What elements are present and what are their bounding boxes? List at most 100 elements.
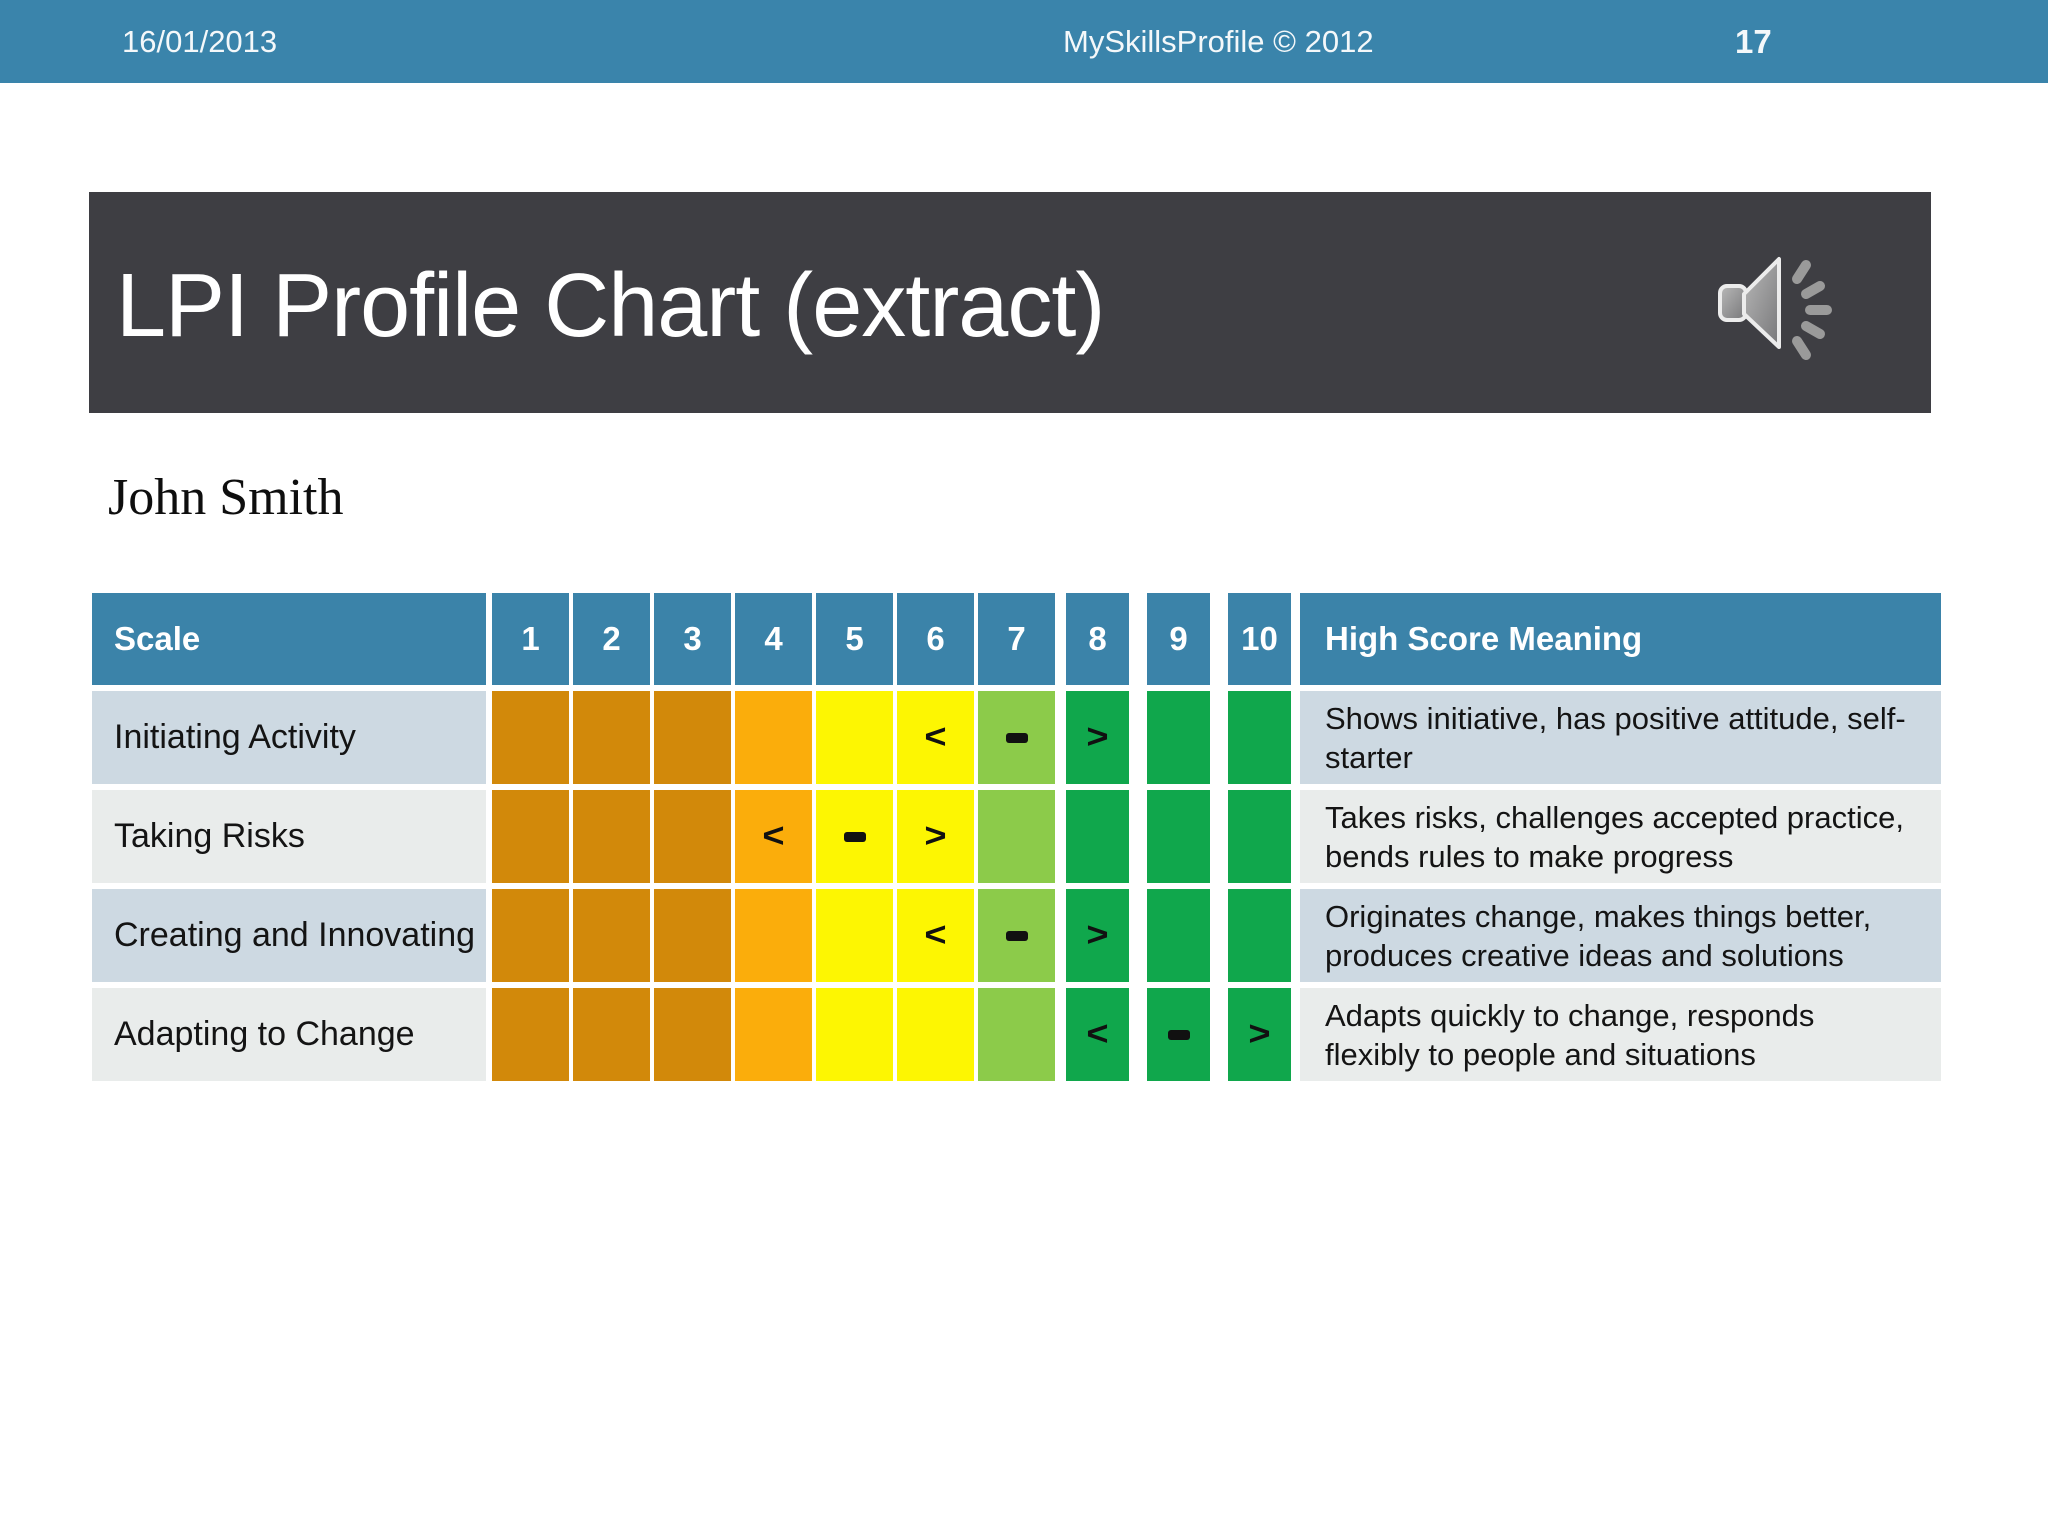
score-cell-4 <box>733 691 814 784</box>
score-cell-1 <box>490 691 571 784</box>
person-name: John Smith <box>108 469 344 526</box>
title-bar: LPI Profile Chart (extract) <box>89 192 1931 413</box>
column-header-8: 8 <box>1057 593 1138 685</box>
score-cell-8 <box>1057 790 1138 883</box>
score-cell-4: < <box>733 790 814 883</box>
score-cell-fill <box>978 988 1055 1081</box>
speaker-icon[interactable] <box>1715 242 1847 364</box>
score-cell-8: > <box>1057 889 1138 982</box>
score-cell-2 <box>571 988 652 1081</box>
marker-less: < <box>924 718 947 756</box>
column-header-3: 3 <box>652 593 733 685</box>
slide-title: LPI Profile Chart (extract) <box>116 256 1105 356</box>
high-score-meaning-text: Takes risks, challenges accepted practic… <box>1325 799 1904 874</box>
row-label: Adapting to Change <box>92 988 486 1081</box>
score-cell-2 <box>571 790 652 883</box>
marker-greater: > <box>1086 916 1109 954</box>
column-header-meaning: High Score Meaning <box>1300 593 1941 685</box>
score-cell-5 <box>814 889 895 982</box>
marker-dash <box>1005 930 1028 941</box>
row-label-text: Initiating Activity <box>114 718 356 756</box>
row-label: Initiating Activity <box>92 691 486 784</box>
score-cell-fill <box>978 889 1055 982</box>
score-cell-fill <box>654 988 731 1081</box>
score-cell-fill <box>735 691 812 784</box>
score-cell-fill <box>816 889 893 982</box>
score-cell-fill <box>1147 691 1210 784</box>
score-cell-fill: < <box>735 790 812 883</box>
score-cell-4 <box>733 889 814 982</box>
column-header-7: 7 <box>976 593 1057 685</box>
score-cell-6: < <box>895 691 976 784</box>
score-cell-7 <box>976 691 1057 784</box>
score-cell-6 <box>895 988 976 1081</box>
slide-date: 16/01/2013 <box>122 24 278 59</box>
column-header-label: 7 <box>978 593 1055 685</box>
table-row: Initiating Activity < > Shows initiative, h… <box>92 691 1941 784</box>
column-header-label: 6 <box>897 593 974 685</box>
score-cell-2 <box>571 889 652 982</box>
score-cell-fill: < <box>897 691 974 784</box>
column-header-label: 5 <box>816 593 893 685</box>
score-cell-fill: > <box>1066 691 1129 784</box>
score-cell-fill <box>1228 889 1291 982</box>
column-header-5: 5 <box>814 593 895 685</box>
score-cell-fill <box>735 988 812 1081</box>
table-header-row: Scale 1 2 3 4 5 6 7 8 9 10 High Score Meaning <box>92 593 1941 685</box>
high-score-meaning-text: Shows initiative, has positive attitude,… <box>1325 700 1906 775</box>
marker-dash <box>1005 732 1028 743</box>
score-cell-6: > <box>895 790 976 883</box>
score-cell-1 <box>490 988 571 1081</box>
score-cell-10 <box>1219 790 1300 883</box>
score-cell-fill <box>654 889 731 982</box>
score-cell-fill: < <box>897 889 974 982</box>
score-cell-5 <box>814 988 895 1081</box>
score-cell-fill <box>492 988 569 1081</box>
profile-table: Scale 1 2 3 4 5 6 7 8 9 10 High Score Meaning Initia… <box>92 593 1941 1087</box>
row-label: Taking Risks <box>92 790 486 883</box>
score-cell-1 <box>490 790 571 883</box>
column-header-4: 4 <box>733 593 814 685</box>
score-cell-fill <box>573 691 650 784</box>
column-header-9: 9 <box>1138 593 1219 685</box>
score-cell-10 <box>1219 889 1300 982</box>
score-cell-fill <box>1228 691 1291 784</box>
column-header-10: 10 <box>1219 593 1300 685</box>
column-header-label: 1 <box>492 593 569 685</box>
column-header-6: 6 <box>895 593 976 685</box>
column-header-label: 4 <box>735 593 812 685</box>
score-cell-3 <box>652 988 733 1081</box>
marker-less: < <box>762 817 785 855</box>
score-cell-2 <box>571 691 652 784</box>
high-score-meaning-text: Adapts quickly to change, responds flexi… <box>1325 997 1815 1072</box>
score-cell-1 <box>490 889 571 982</box>
score-cell-fill <box>897 988 974 1081</box>
footer-copyright: MySkillsProfile © 2012 <box>1063 24 1374 59</box>
column-header-label: 10 <box>1228 593 1291 685</box>
marker-greater: > <box>1248 1015 1271 1053</box>
score-cell-fill <box>1228 790 1291 883</box>
score-cell-fill <box>816 691 893 784</box>
high-score-meaning-text: Originates change, makes things better, … <box>1325 898 1872 973</box>
score-cell-fill: > <box>1066 889 1129 982</box>
score-cell-4 <box>733 988 814 1081</box>
column-header-scale: Scale <box>92 593 486 685</box>
column-header-label: 2 <box>573 593 650 685</box>
score-cell-7 <box>976 988 1057 1081</box>
high-score-meaning: Shows initiative, has positive attitude,… <box>1300 691 1941 784</box>
score-cell-fill <box>492 691 569 784</box>
score-cell-8: > <box>1057 691 1138 784</box>
score-cell-fill <box>816 790 893 883</box>
score-cell-3 <box>652 790 733 883</box>
high-score-meaning: Adapts quickly to change, responds flexi… <box>1300 988 1941 1081</box>
score-cell-9 <box>1138 889 1219 982</box>
column-header-label: 9 <box>1147 593 1210 685</box>
score-cell-9 <box>1138 790 1219 883</box>
marker-less: < <box>1086 1015 1109 1053</box>
score-cell-fill <box>1147 790 1210 883</box>
score-cell-3 <box>652 691 733 784</box>
page-number: 17 <box>1735 23 1772 60</box>
score-cell-fill <box>492 889 569 982</box>
score-cell-8: < <box>1057 988 1138 1081</box>
score-cell-fill <box>735 889 812 982</box>
